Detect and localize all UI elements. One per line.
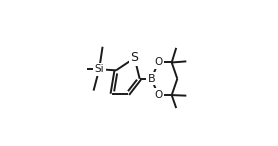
Text: O: O [154, 90, 162, 100]
Text: O: O [154, 58, 162, 67]
Text: S: S [131, 52, 139, 65]
Text: B: B [148, 74, 155, 84]
Text: Si: Si [94, 64, 104, 74]
